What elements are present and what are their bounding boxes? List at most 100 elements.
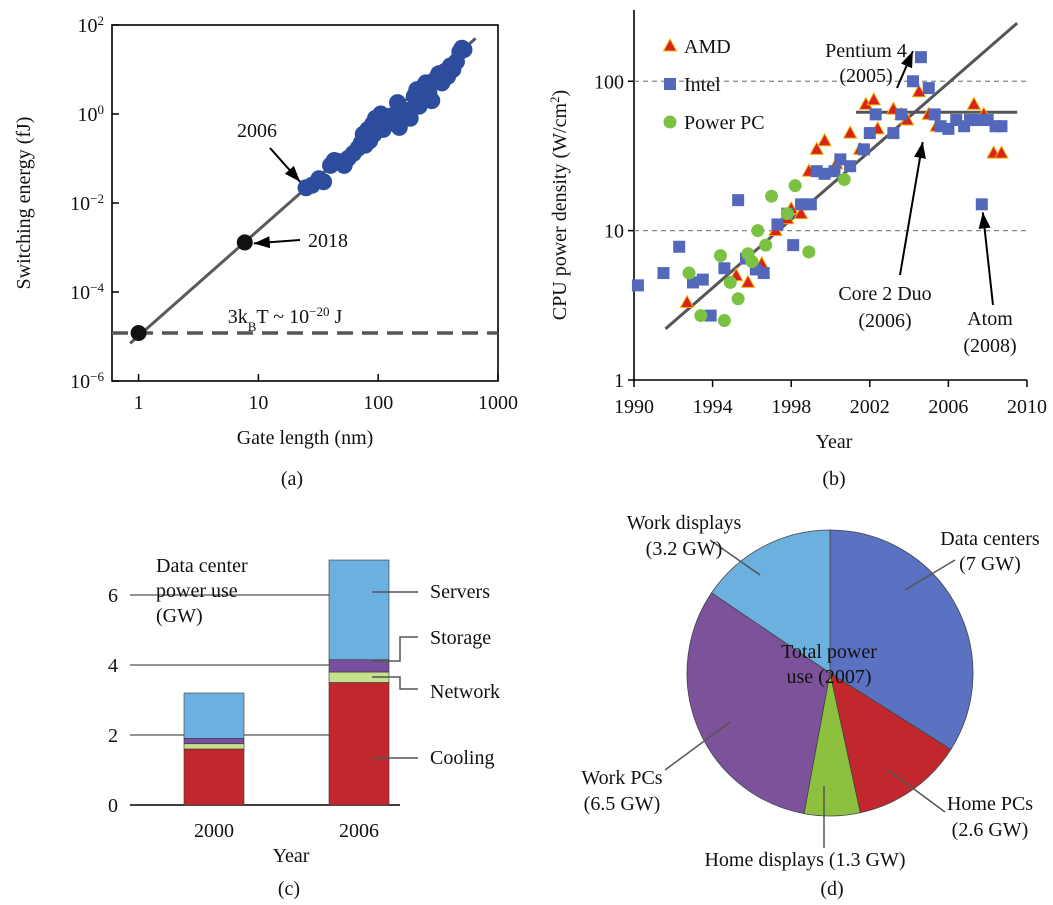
segment-label-servers: Servers (430, 581, 490, 603)
x-tick-label: 2000 (194, 820, 234, 842)
x-axis-label: Year (273, 845, 310, 867)
data-point-intel (869, 108, 882, 121)
y-tick-label: 1 (614, 370, 624, 392)
legend-marker (662, 37, 678, 52)
data-point (401, 109, 419, 127)
data-point-intel (975, 198, 988, 211)
data-point-power-pc (837, 172, 851, 186)
annotation-atom-line2: (2008) (963, 335, 1016, 357)
data-point-intel (834, 153, 847, 166)
data-point-amd (817, 132, 832, 147)
data-point-power-pc (717, 314, 731, 328)
data-point-intel (718, 262, 731, 275)
data-point-power-pc (713, 249, 727, 263)
data-point-intel (631, 279, 644, 292)
panel-b: 1990 1994 1998 2002 2006 2010 1 10 100 AMD Intel Po… (547, 10, 1047, 490)
slice-leader (709, 539, 761, 576)
data-point-power-pc (788, 179, 802, 193)
caption-d: (d) (820, 878, 843, 900)
bar-segment-servers (328, 559, 390, 661)
arrow-2006-head (284, 165, 301, 182)
data-point-intel (895, 108, 908, 121)
x-tick-label: 1990 (614, 396, 654, 418)
data-point-power-pc (723, 275, 737, 289)
panel-c-title: power use (156, 580, 238, 602)
caption-c: (c) (278, 878, 300, 900)
data-point-amd (740, 274, 756, 288)
y-tick-label: 10−4 (70, 280, 104, 305)
thermal-limit-label: 3kBT ~ 10−20 J (228, 303, 343, 333)
data-point-intel (922, 82, 935, 95)
highlight-point (130, 324, 147, 341)
panel-a: 1 10 100 1000 10−6 10−4 10−2 100 102 3kBT ~ 10−20… (13, 13, 518, 491)
data-point-amd (842, 125, 858, 139)
slice-label: Work displays (627, 512, 742, 534)
slice-leader (904, 559, 956, 591)
data-point-intel (818, 167, 831, 180)
x-axis-label: Gate length (nm) (237, 427, 374, 449)
data-point-amd (866, 91, 882, 106)
data-point-power-pc (751, 224, 765, 238)
segment-label-storage: Storage (430, 627, 491, 649)
slice-label: Home PCs (947, 793, 1033, 815)
slice-label: Work PCs (581, 767, 662, 789)
y-tick-label: 100 (594, 71, 624, 93)
y-tick-label: 100 (78, 102, 105, 127)
legend-label: Power PC (684, 112, 765, 134)
data-point-intel (696, 273, 709, 286)
data-point-intel (787, 239, 800, 252)
bar-segment-cooling (183, 748, 245, 806)
slice-label: Data centers (940, 528, 1040, 550)
data-point-power-pc (802, 245, 816, 259)
bar-segment-network (183, 743, 245, 750)
pie-slice (711, 529, 831, 674)
data-point-intel (828, 165, 841, 178)
data-point (455, 41, 473, 59)
annotation-2018: 2018 (308, 230, 348, 252)
annotation-2006: 2006 (237, 120, 277, 142)
slice-label: (3.2 GW) (646, 538, 723, 560)
pie-slice (829, 672, 952, 814)
data-point-amd (994, 145, 1009, 159)
x-axis-label: Year (816, 431, 853, 453)
data-point (315, 173, 333, 191)
y-tick-label: 4 (108, 655, 118, 677)
data-point (423, 92, 441, 110)
y-tick-label: 10−2 (70, 191, 104, 216)
data-point-intel (732, 194, 745, 207)
x-tick-label: 1998 (771, 396, 811, 418)
data-point-power-pc (694, 309, 708, 323)
data-point-power-pc (759, 238, 773, 252)
y-tick-label: 102 (78, 13, 105, 38)
caption-a: (a) (281, 468, 303, 490)
x-tick-label: 100 (363, 392, 393, 414)
annotation-pentium4-line2: (2005) (839, 65, 892, 87)
panel-c: 0 2 4 6 2000 2006 Data center power use (GW) Cool… (108, 555, 500, 900)
bar-segment-servers (183, 692, 245, 739)
data-point-power-pc (731, 292, 745, 306)
data-point-intel (804, 198, 817, 211)
panel-d: Total power use (2007) Data centers (7 GW) H… (581, 512, 1040, 900)
bar-segment-storage (183, 738, 245, 745)
data-point-amd (966, 96, 982, 110)
pie-center-label: use (2007) (787, 666, 872, 688)
data-point-intel (863, 127, 876, 140)
slice-leader (664, 721, 731, 771)
data-point-intel (795, 198, 808, 211)
segment-label-cooling: Cooling (430, 747, 494, 769)
y-axis-label: CPU power density (W/cm2) (547, 90, 572, 320)
legend-label: AMD (684, 36, 731, 58)
y-axis-label: Switching energy (fJ) (13, 117, 35, 290)
data-point-intel (857, 143, 870, 156)
x-tick-label: 2010 (1007, 396, 1047, 418)
data-point-intel (673, 240, 686, 253)
arrow-core2duo-head (914, 142, 926, 159)
data-point-amd (793, 205, 809, 220)
data-point-amd (679, 294, 695, 309)
slice-label: (2.6 GW) (952, 819, 1029, 841)
panel-c-title: (GW) (156, 605, 203, 627)
legend-label: Intel (684, 74, 721, 96)
y-tick-label: 10 (604, 221, 624, 243)
pie-center-label: Total power (781, 641, 877, 663)
